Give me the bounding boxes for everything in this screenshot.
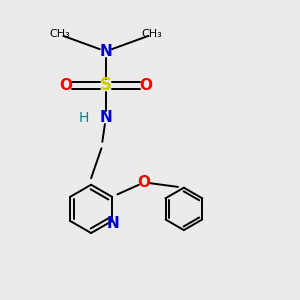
Text: N: N [107, 216, 120, 231]
Text: S: S [100, 76, 112, 94]
Text: N: N [100, 110, 112, 125]
Text: CH₃: CH₃ [141, 29, 162, 39]
Text: CH₃: CH₃ [50, 29, 70, 39]
Text: H: H [79, 111, 89, 124]
Text: N: N [100, 44, 112, 59]
Text: O: O [60, 78, 73, 93]
Text: O: O [139, 78, 152, 93]
Text: O: O [138, 175, 151, 190]
